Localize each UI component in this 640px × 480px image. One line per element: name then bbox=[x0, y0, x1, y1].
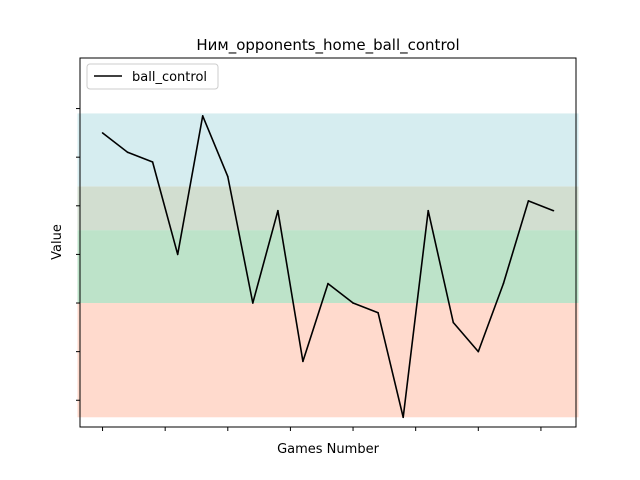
plot-frame bbox=[79, 57, 577, 428]
data-point bbox=[477, 350, 480, 353]
data-point bbox=[252, 302, 254, 304]
band-0 bbox=[77, 303, 579, 418]
data-point bbox=[427, 209, 430, 212]
y-axis-ticks bbox=[76, 108, 80, 401]
series-layer bbox=[101, 115, 555, 419]
legend-box bbox=[86, 63, 219, 90]
data-point bbox=[126, 151, 129, 154]
data-point bbox=[277, 209, 279, 212]
data-point bbox=[402, 416, 404, 419]
data-point bbox=[452, 321, 455, 324]
data-point bbox=[101, 132, 104, 134]
x-axis-ticks bbox=[102, 427, 542, 431]
data-point bbox=[176, 253, 179, 256]
y-axis-label: Value bbox=[50, 224, 65, 260]
background-bands bbox=[77, 113, 579, 418]
data-point bbox=[352, 302, 354, 304]
data-point bbox=[377, 311, 379, 314]
chart-title: Ним_opponents_home_ball_control bbox=[196, 36, 459, 55]
band-3 bbox=[77, 113, 579, 187]
data-point bbox=[302, 360, 304, 363]
band-1 bbox=[77, 230, 579, 304]
x-axis-label: Games Number bbox=[277, 442, 379, 457]
data-point bbox=[201, 115, 204, 117]
data-point bbox=[502, 282, 505, 285]
band-2 bbox=[77, 186, 579, 231]
data-point bbox=[552, 209, 555, 212]
legend: ball_control bbox=[86, 63, 219, 90]
data-point bbox=[527, 200, 530, 202]
data-point bbox=[226, 175, 229, 178]
legend-label: ball_control bbox=[132, 70, 207, 85]
data-point bbox=[327, 282, 329, 285]
data-point bbox=[151, 161, 154, 163]
